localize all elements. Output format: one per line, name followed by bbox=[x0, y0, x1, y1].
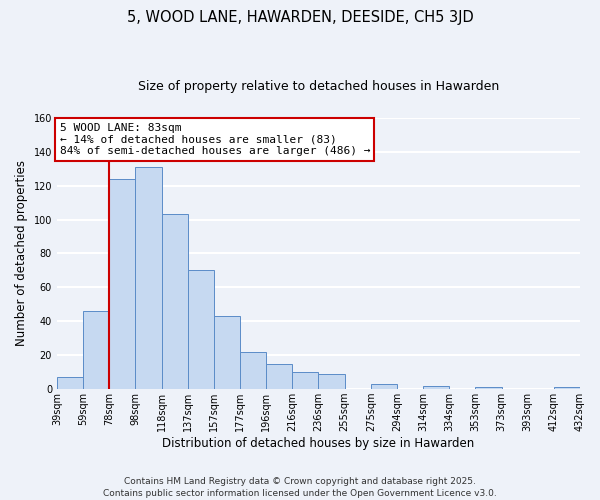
Bar bbox=[214, 316, 240, 389]
Y-axis label: Number of detached properties: Number of detached properties bbox=[15, 160, 28, 346]
Bar bbox=[57, 378, 83, 389]
Text: 5 WOOD LANE: 83sqm
← 14% of detached houses are smaller (83)
84% of semi-detache: 5 WOOD LANE: 83sqm ← 14% of detached hou… bbox=[59, 123, 370, 156]
Text: 5, WOOD LANE, HAWARDEN, DEESIDE, CH5 3JD: 5, WOOD LANE, HAWARDEN, DEESIDE, CH5 3JD bbox=[127, 10, 473, 25]
Bar bbox=[188, 270, 214, 389]
Bar bbox=[554, 388, 580, 389]
Bar bbox=[240, 352, 266, 389]
Bar bbox=[83, 311, 109, 389]
X-axis label: Distribution of detached houses by size in Hawarden: Distribution of detached houses by size … bbox=[163, 437, 475, 450]
Bar bbox=[266, 364, 292, 389]
Bar bbox=[475, 388, 502, 389]
Bar bbox=[423, 386, 449, 389]
Bar bbox=[292, 372, 319, 389]
Bar bbox=[109, 179, 136, 389]
Bar bbox=[371, 384, 397, 389]
Bar bbox=[161, 214, 188, 389]
Bar bbox=[136, 167, 161, 389]
Title: Size of property relative to detached houses in Hawarden: Size of property relative to detached ho… bbox=[138, 80, 499, 93]
Bar bbox=[319, 374, 344, 389]
Text: Contains HM Land Registry data © Crown copyright and database right 2025.
Contai: Contains HM Land Registry data © Crown c… bbox=[103, 476, 497, 498]
